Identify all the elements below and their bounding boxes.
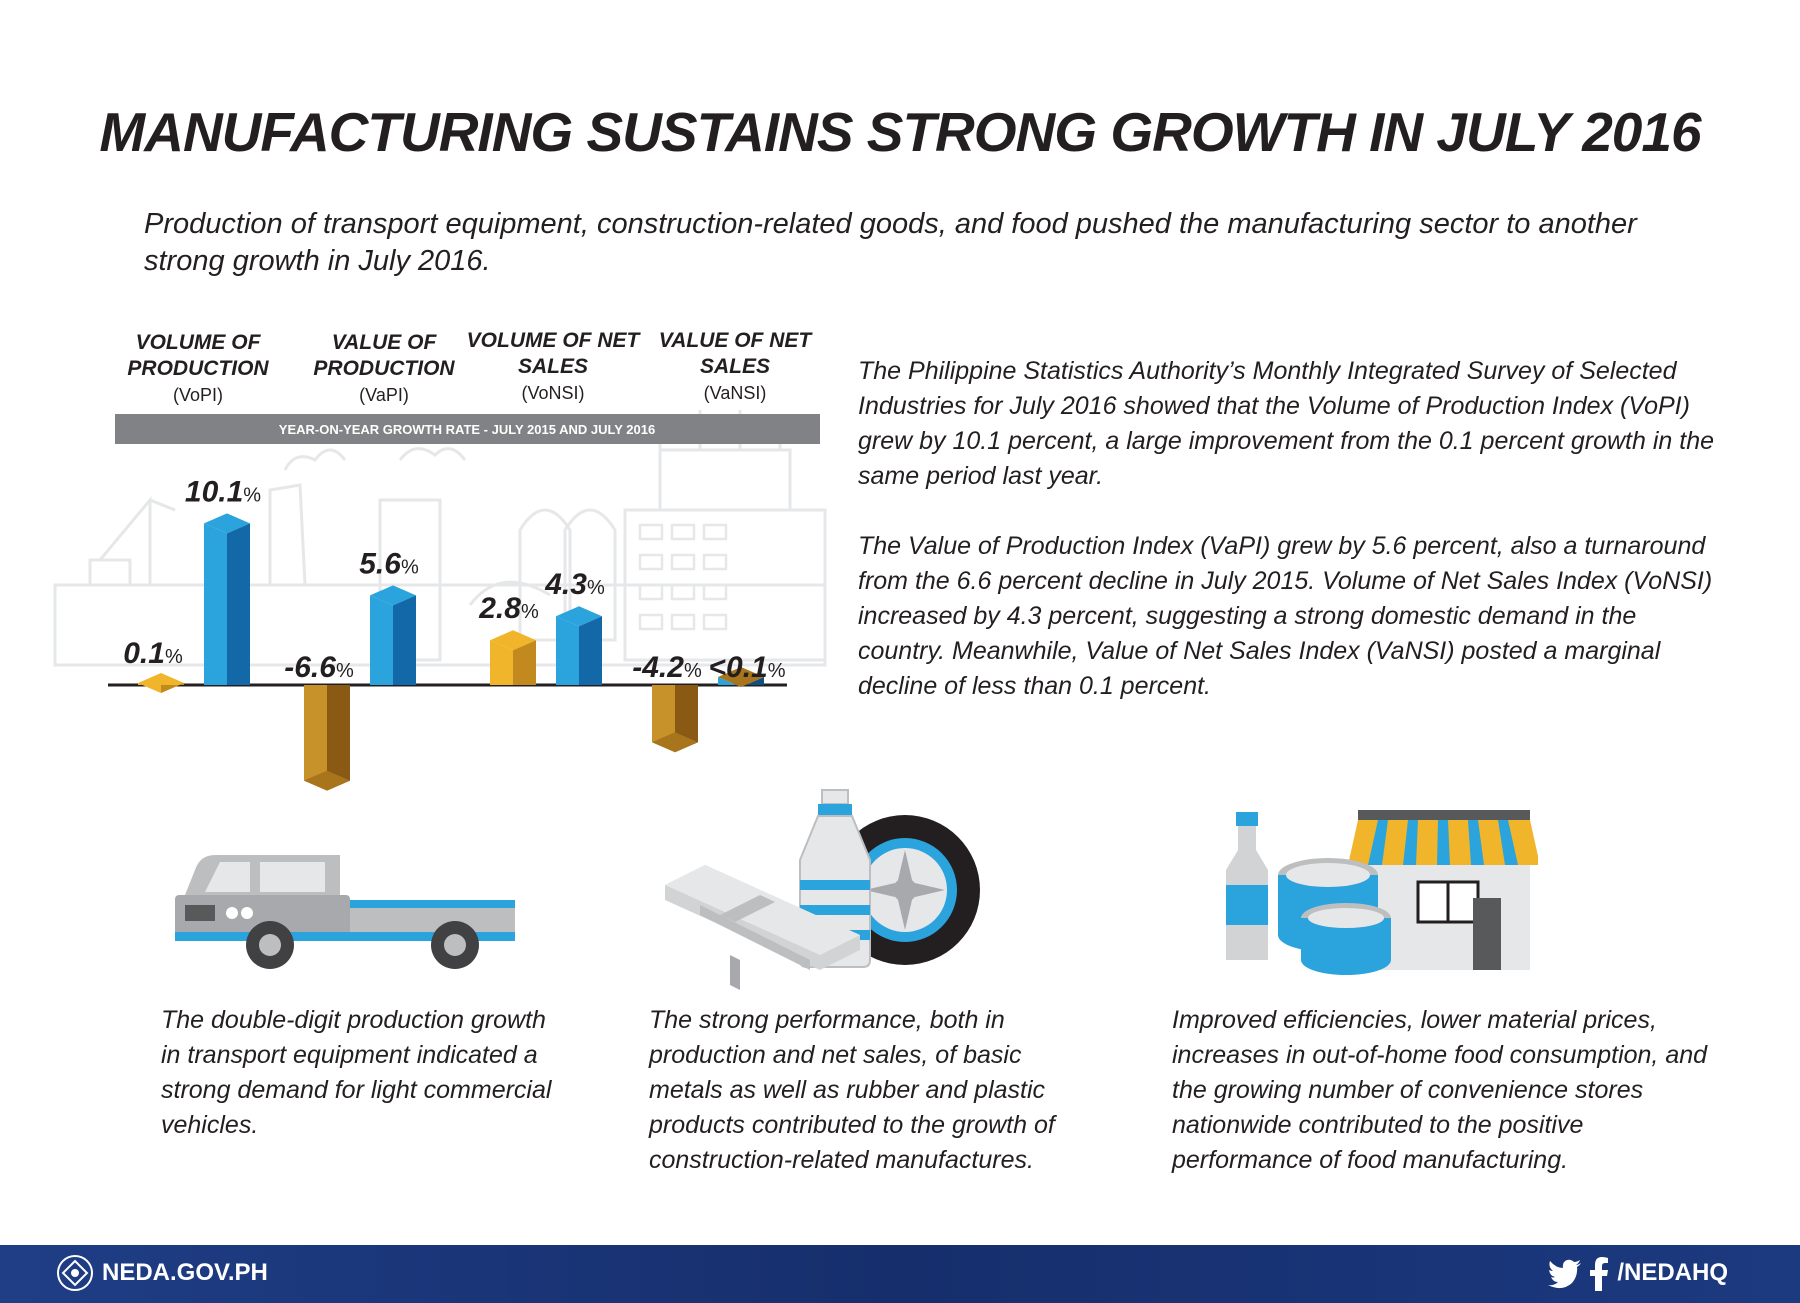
- truck-icon: [175, 855, 515, 969]
- twitter-icon[interactable]: [1548, 1259, 1582, 1289]
- data-label-0-2: 2.8%: [478, 592, 539, 625]
- bar-0-2: [490, 630, 536, 685]
- footer-bar: NEDA.GOV.PH /NEDAHQ: [0, 1245, 1800, 1303]
- caption-food: Improved efficiencies, lower material pr…: [1172, 1006, 1708, 1174]
- bar-1-0: [204, 513, 250, 685]
- factory-background-icon: [53, 410, 827, 667]
- bar-side: [513, 640, 536, 685]
- can-icon: [1278, 858, 1391, 975]
- bar-front: [490, 640, 513, 685]
- page-title: MANUFACTURING SUSTAINS STRONG GROWTH IN …: [99, 101, 1701, 163]
- growth-chart: YEAR-ON-YEAR GROWTH RATE - JULY 2015 AND…: [0, 310, 840, 830]
- bar-front: [138, 683, 161, 693]
- category-label-vapi: VALUE OF PRODUCTION (VaPI): [313, 331, 455, 405]
- category-label-vopi: VOLUME OF PRODUCTION (VoPI): [127, 331, 269, 405]
- steel-beam-icon: [665, 865, 860, 990]
- data-label-1-3: <0.1%: [708, 651, 785, 684]
- bar-bottom: [304, 770, 350, 791]
- bar-0-3: [652, 685, 698, 753]
- bottle-icon: [1226, 812, 1268, 960]
- data-label-0-0: 0.1%: [123, 637, 183, 670]
- category-label-vansi: VALUE OF NET SALES (VaNSI): [658, 329, 812, 403]
- footer-social-handle[interactable]: /NEDAHQ: [1617, 1259, 1728, 1286]
- chart-title: YEAR-ON-YEAR GROWTH RATE - JULY 2015 AND…: [279, 422, 655, 437]
- bar-front: [304, 685, 327, 791]
- bar-side: [227, 523, 250, 685]
- bar-side: [393, 595, 416, 685]
- bar-1-1: [370, 585, 416, 685]
- data-label-0-1: -6.6%: [284, 651, 354, 684]
- bar-1-2: [556, 606, 602, 685]
- growth-chart-svg: YEAR-ON-YEAR GROWTH RATE - JULY 2015 AND…: [53, 410, 827, 791]
- body-paragraph-1: The Philippine Statistics Authority’s Mo…: [858, 357, 1715, 490]
- bar-side: [579, 616, 602, 685]
- bar-bottom: [652, 732, 698, 753]
- bar-front: [204, 523, 227, 685]
- page-subtitle: Production of transport equipment, const…: [144, 208, 1637, 277]
- chart-title-band: [115, 414, 820, 444]
- store-icon: [1348, 810, 1538, 970]
- bar-front: [556, 616, 579, 685]
- body-paragraph-2: The Value of Production Index (VaPI) gre…: [858, 532, 1713, 700]
- data-label-1-2: 4.3%: [544, 568, 605, 601]
- bar-0-0: [138, 673, 184, 693]
- bar-front: [370, 595, 393, 685]
- bar-side: [327, 685, 350, 791]
- bar-top: [204, 513, 250, 534]
- footer-website-link[interactable]: NEDA.GOV.PH: [102, 1259, 268, 1286]
- data-label-0-3: -4.2%: [632, 651, 702, 684]
- bar-bottom: [718, 667, 764, 687]
- caption-transport: The double-digit production growth in tr…: [161, 1006, 552, 1139]
- caption-construction: The strong performance, both in producti…: [649, 1006, 1055, 1174]
- category-label-vonsi: VOLUME OF NET SALES (VoNSI): [466, 329, 640, 403]
- bar-side: [161, 683, 184, 693]
- window-grid: [638, 523, 728, 631]
- store-and-food-icon: [1226, 810, 1538, 975]
- neda-seal-icon: [57, 1255, 93, 1291]
- bar-1-3: [718, 667, 764, 687]
- bar-top: [370, 585, 416, 606]
- data-label-1-0: 10.1%: [185, 475, 261, 508]
- facebook-icon[interactable]: [1588, 1257, 1610, 1291]
- data-label-1-1: 5.6%: [359, 547, 419, 580]
- bar-0-1: [304, 685, 350, 791]
- construction-materials-icon: [665, 789, 980, 990]
